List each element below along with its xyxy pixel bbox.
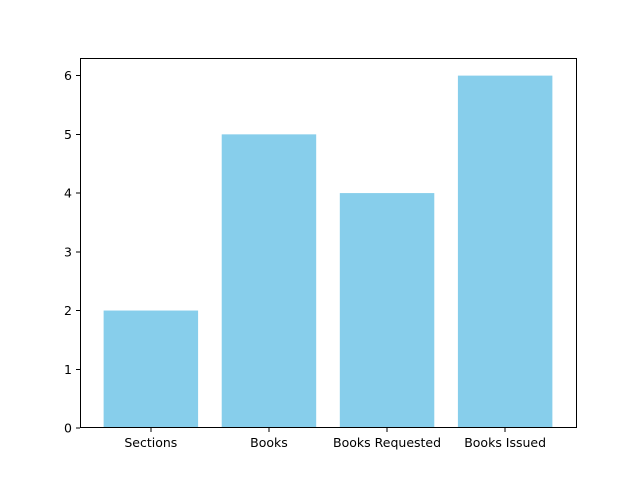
x-axis-ticks: Sections Books Books Requested Books Issued xyxy=(124,428,546,450)
y-tick-label: 2 xyxy=(64,303,72,318)
bar-books-requested xyxy=(339,193,435,428)
bars-group xyxy=(103,75,553,428)
x-tick-label: Books xyxy=(250,435,288,450)
y-tick-label: 0 xyxy=(64,421,72,436)
bar-books xyxy=(221,134,317,428)
x-tick-label: Books Issued xyxy=(464,435,546,450)
y-tick-label: 4 xyxy=(64,186,72,201)
bar-sections xyxy=(103,310,199,428)
y-tick-label: 5 xyxy=(64,127,72,142)
bar-books-issued xyxy=(457,75,553,428)
x-tick-label: Books Requested xyxy=(333,435,441,450)
y-tick-label: 3 xyxy=(64,244,72,259)
x-tick-label: Sections xyxy=(124,435,177,450)
y-tick-label: 6 xyxy=(64,68,72,83)
axes-frame xyxy=(80,58,577,428)
y-axis-ticks: 0 1 2 3 4 5 6 xyxy=(64,68,80,436)
y-tick-label: 1 xyxy=(64,362,72,377)
